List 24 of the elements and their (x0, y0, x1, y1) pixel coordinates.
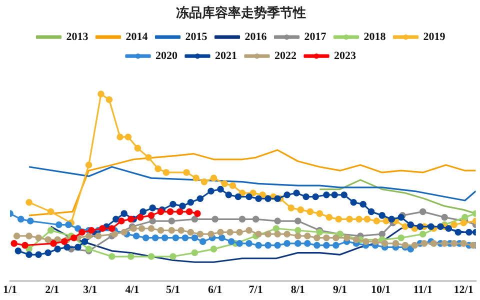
x-tick-label: 5/1 (166, 284, 180, 296)
x-tick-label: 3/1 (83, 284, 98, 296)
legend-label: 2017 (304, 30, 327, 43)
x-tick-label: 1/1 (2, 284, 18, 296)
x-tick-label: 8/1 (290, 284, 305, 296)
x-tick-label: 10/1 (370, 284, 391, 296)
x-tick-label: 12/1 (454, 284, 474, 296)
legend-label: 2019 (423, 30, 446, 43)
legend-label: 2015 (185, 30, 208, 43)
legend-label: 2022 (274, 50, 297, 62)
x-tick-label: 9/1 (332, 284, 348, 296)
x-tick-label: 7/1 (248, 284, 263, 296)
legend-label: 2014 (126, 30, 148, 43)
legend-label: 2021 (215, 50, 237, 62)
legend-label: 2023 (334, 50, 356, 62)
x-tick-label: 11/1 (413, 284, 432, 296)
x-tick-label: 6/1 (208, 284, 222, 296)
legend-label: 2020 (156, 50, 178, 62)
legend-label: 2018 (364, 30, 386, 43)
legend-label: 2016 (244, 30, 268, 43)
chart-title: 冻品库容率走势季节性 (176, 5, 306, 22)
legend-label: 2013 (66, 30, 89, 43)
x-tick-label: 2/1 (45, 284, 60, 296)
x-tick-label: 4/1 (125, 284, 140, 296)
